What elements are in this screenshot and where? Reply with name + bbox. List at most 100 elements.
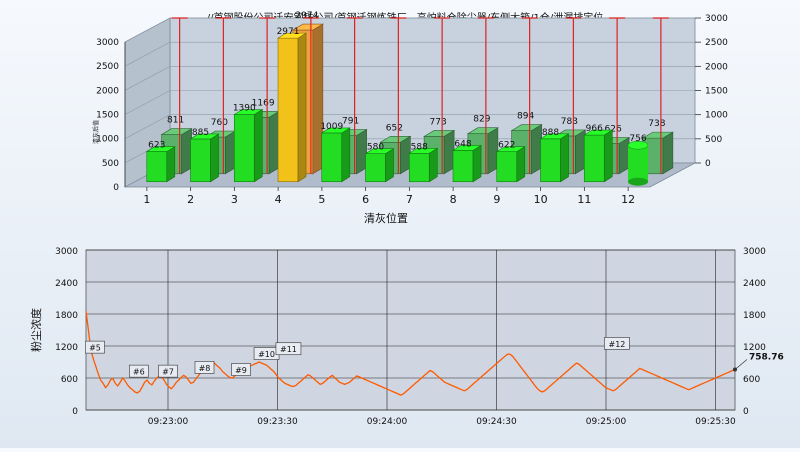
bar-front-1	[145, 146, 176, 183]
annotation-box	[129, 364, 149, 378]
y-tick-label: 500	[102, 159, 119, 169]
bar-front-10-side	[560, 133, 569, 183]
bar-front-11	[583, 129, 614, 183]
plot-area	[85, 249, 736, 411]
y-tick-label: 0	[72, 407, 78, 417]
data-label-back-11: 626	[605, 125, 622, 135]
bar-back-10-side	[575, 129, 586, 175]
bar-front-9-side	[516, 146, 526, 183]
y-tick-label: 1500	[96, 111, 119, 121]
data-label-front-11: 966	[586, 124, 603, 134]
data-label-front-8: 648	[454, 139, 471, 149]
x-tick-label: 9	[493, 193, 500, 206]
data-label-front-4: 2971	[277, 27, 300, 37]
y-tick-label-right: 1800	[743, 311, 766, 321]
bar-chart-3d: 0 0 500 500 1000 1000 1500 1500 2000 2000 2500 2500…	[92, 11, 728, 225]
y-tick-label-right: 2000	[705, 62, 728, 72]
x-tick-label: 09:24:00	[367, 417, 408, 427]
bar-front-7	[408, 147, 439, 183]
bar-back-9-side	[531, 124, 542, 175]
bar-front-5-top	[320, 127, 351, 134]
bar-front-7-front	[408, 153, 430, 183]
bar-back-6-side	[400, 135, 411, 175]
data-label-back-3: 1169	[252, 98, 275, 108]
y-tick-label-right: 0	[705, 159, 711, 169]
bar-back-1-side	[181, 128, 192, 175]
x-tick-label: 5	[318, 193, 325, 206]
x-tick-label: 4	[275, 193, 282, 206]
bar-front-9-front	[496, 151, 518, 183]
bar-front-3-top	[233, 109, 264, 115]
data-label-back-12: 738	[648, 119, 665, 129]
bar-front-5-side	[341, 127, 351, 183]
y-tick-label: 3000	[55, 247, 78, 257]
y-tick-label: 0	[113, 183, 119, 193]
bar-front-11-top	[583, 129, 614, 136]
bar-back-7-top	[423, 130, 456, 137]
annotation-box	[85, 340, 105, 354]
bar-back-3-side	[268, 110, 280, 175]
bar-front-4-side	[297, 32, 307, 183]
data-label-front-1: 623	[148, 141, 165, 151]
data-label-front-12: 756	[629, 134, 646, 144]
annotation-box	[158, 364, 178, 378]
bar-front-8-top	[451, 145, 483, 151]
x-tick-label: 12	[621, 193, 635, 206]
data-label-back-6: 652	[386, 123, 403, 133]
bar-front-2-top	[189, 133, 220, 140]
y-axis-label: 粉尘浓度	[29, 308, 43, 352]
bar-back-6-top	[379, 135, 412, 143]
x-tick-label: 09:23:30	[257, 417, 298, 427]
bar-front-3-front	[233, 114, 255, 183]
bar-front-4-top	[276, 32, 308, 39]
data-label-front-3: 1390	[233, 104, 256, 114]
annotation-box	[604, 337, 630, 350]
x-tick-label: 6	[362, 193, 369, 206]
bar-front-2-side	[210, 133, 219, 183]
bar-front-3	[233, 108, 264, 183]
bar-front-9-top	[495, 146, 526, 152]
y-tick-label-right: 2400	[743, 279, 766, 289]
y-tick-label: 600	[61, 375, 78, 385]
data-label-front-2: 885	[192, 128, 209, 138]
annotation-label: #8	[199, 364, 211, 373]
y-tick-label: 2400	[55, 279, 78, 289]
bar-front-11-side	[603, 129, 613, 183]
data-label-front-7: 588	[411, 142, 428, 152]
bar-front-6-top	[364, 148, 395, 154]
x-tick-label: 1	[143, 193, 150, 206]
last-value-label: 758.76	[749, 353, 784, 363]
x-tick-label: 7	[406, 193, 413, 206]
bar-front-4	[276, 32, 308, 183]
y-tick-label-right: 3000	[743, 247, 766, 257]
x-axis-label: 清灰位置	[364, 211, 408, 225]
annotation-label: #10	[258, 350, 275, 359]
annotation-label: #7	[162, 368, 174, 377]
annotation-label: #12	[609, 340, 626, 349]
annotation-box	[194, 361, 215, 374]
bar-front-2-front	[190, 138, 211, 183]
x-tick-label: 09:25:00	[586, 417, 627, 427]
x-tick-label: 2	[187, 193, 194, 206]
annotation-label: #9	[235, 366, 247, 375]
bar-front-1-front	[146, 151, 168, 183]
bar-front-8-front	[452, 150, 474, 183]
series-line	[85, 311, 736, 396]
gridline-left	[124, 66, 171, 91]
gridline-left	[124, 17, 171, 43]
x-tick-label: 11	[577, 193, 591, 206]
x-tick-label: 09:23:00	[148, 417, 189, 427]
y-tick-label-right: 1500	[705, 87, 728, 97]
last-value-leader	[734, 359, 748, 370]
data-label-back-2: 760	[211, 118, 228, 128]
annotation-box	[231, 363, 251, 376]
bar-front-2	[189, 133, 220, 183]
bar-front-6	[364, 148, 395, 183]
bar-front-5	[320, 127, 351, 183]
y-tick-label: 3000	[96, 38, 119, 48]
bar-back-8-side	[487, 127, 499, 175]
annotation-box	[275, 342, 302, 356]
annotation-label: #11	[280, 345, 297, 354]
